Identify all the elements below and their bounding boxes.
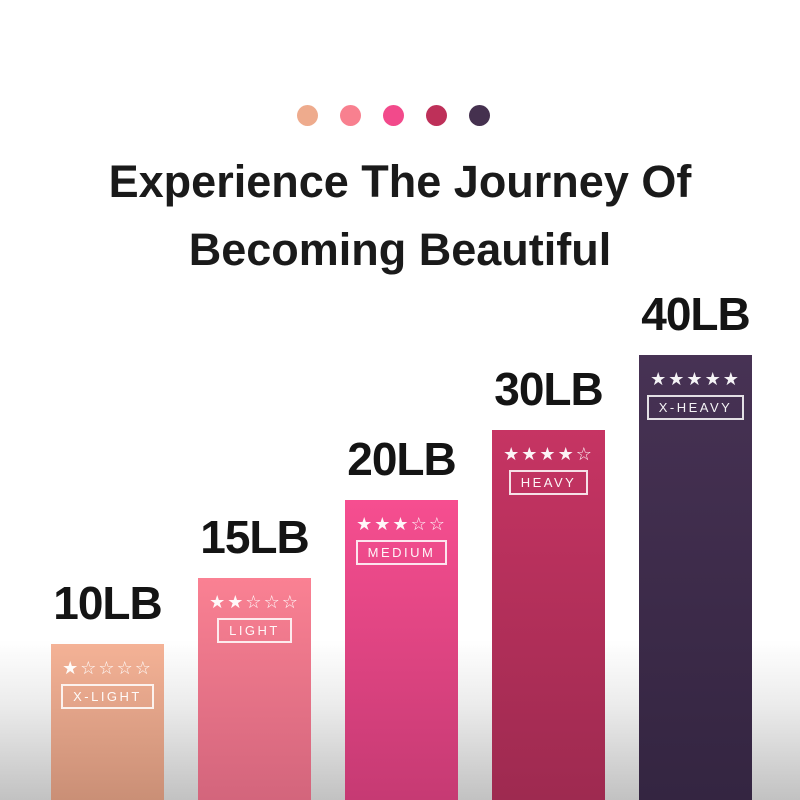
title-line-1: Experience The Journey Of [108,156,692,207]
color-dot-3 [382,105,404,126]
band-label-wrap: X-HEAVY [639,395,752,420]
band-label-wrap: HEAVY [492,470,605,495]
bar-weight-label-15lb: 15LB [200,511,309,563]
star-rating-1of5: ★☆☆☆☆ [62,658,153,679]
bar-10lb: ★☆☆☆☆ X-LIGHT [51,644,164,800]
band-label-x-light: X-LIGHT [61,684,154,709]
star-rating-3of5: ★★★☆☆ [356,514,447,535]
band-label-wrap: MEDIUM [345,540,458,565]
bar-40lb: ★★★★★ X-HEAVY [639,355,752,800]
band-label-x-heavy: X-HEAVY [646,395,745,420]
color-dot-4 [425,105,447,126]
band-label-light: LIGHT [217,618,292,643]
star-rating-4of5: ★★★★☆ [503,444,594,465]
bar-weight-label-10lb: 10LB [53,577,162,629]
color-dots [0,105,793,126]
band-label-wrap: LIGHT [198,618,311,643]
band-label-wrap: X-LIGHT [51,684,164,709]
bar-15lb: ★★☆☆☆ LIGHT [198,578,311,800]
bar-weight-label-20lb: 20LB [347,433,456,485]
color-dot-5 [468,105,490,126]
page-title: Experience The Journey Of Becoming Beaut… [0,148,800,284]
star-rating-2of5: ★★☆☆☆ [209,592,300,613]
title-line-2: Becoming Beautiful [188,224,612,275]
color-dot-1 [296,105,318,126]
band-label-medium: MEDIUM [355,540,448,565]
bar-20lb: ★★★☆☆ MEDIUM [345,500,458,800]
band-label-heavy: HEAVY [508,470,589,495]
star-rating-5of5: ★★★★★ [650,369,741,390]
bar-weight-label-30lb: 30LB [494,363,603,415]
bar-30lb: ★★★★☆ HEAVY [492,430,605,800]
bar-weight-label-40lb: 40LB [641,288,750,340]
color-dot-2 [339,105,361,126]
